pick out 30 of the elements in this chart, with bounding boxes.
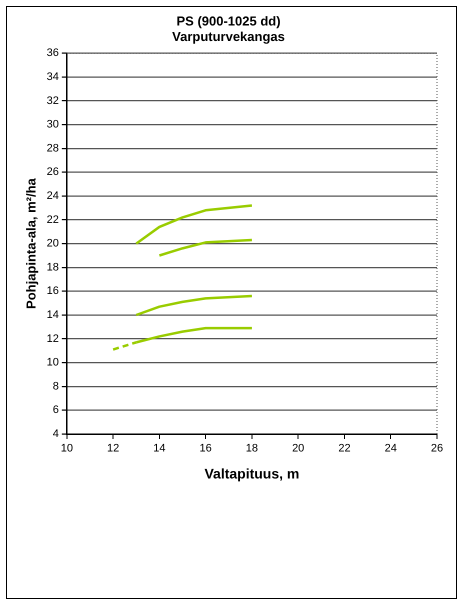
- y-axis-title: Pohjapinta-ala, m²/ha: [23, 177, 38, 309]
- y-tick-label: 30: [46, 118, 59, 131]
- x-tick-label: 24: [384, 442, 397, 455]
- y-tick-label: 22: [46, 214, 59, 226]
- x-axis-title: Valtapituus, m: [204, 465, 300, 482]
- y-tick-label: 12: [46, 332, 59, 345]
- y-tick-label: 16: [46, 285, 59, 298]
- x-tick-label: 26: [430, 442, 444, 455]
- y-tick-label: 34: [46, 71, 59, 84]
- x-tick-label: 16: [200, 442, 212, 455]
- y-tick-label: 24: [46, 190, 59, 202]
- x-tick-label: 22: [338, 442, 351, 455]
- y-tick-label: 18: [46, 261, 59, 274]
- x-tick-label: 20: [292, 442, 304, 455]
- x-tick-label: 18: [246, 442, 258, 455]
- y-tick-label: 6: [52, 404, 59, 416]
- x-tick-label: 14: [153, 442, 166, 455]
- y-tick-label: 10: [46, 356, 59, 369]
- y-tick-label: 36: [46, 47, 59, 60]
- y-tick-label: 8: [52, 380, 59, 392]
- x-tick-label: 12: [106, 442, 120, 455]
- y-tick-label: 32: [46, 94, 59, 107]
- y-tick-label: 4: [52, 428, 59, 440]
- y-tick-label: 14: [46, 309, 59, 322]
- y-tick-label: 26: [46, 166, 59, 178]
- text: PS (900-1025 dd): [176, 13, 281, 28]
- y-tick-label: 20: [46, 238, 59, 250]
- x-tick-label: 10: [60, 442, 73, 455]
- y-tick-label: 28: [46, 142, 59, 154]
- text: Varputurvekangas: [172, 28, 285, 44]
